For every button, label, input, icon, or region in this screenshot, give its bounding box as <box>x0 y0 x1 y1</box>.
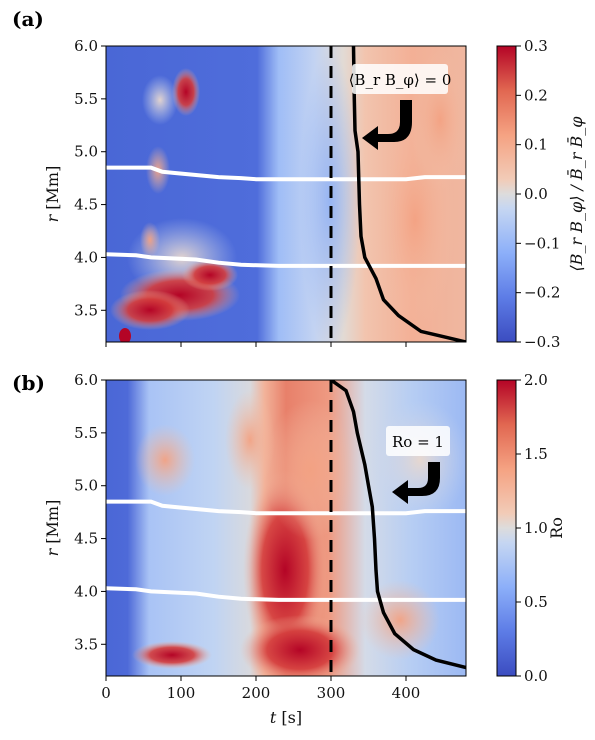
colorbar-label-b: Ro <box>547 517 566 539</box>
annotation-a: ⟨B_r B_φ⟩ = 0 <box>349 71 452 89</box>
contour-line-b <box>329 380 466 670</box>
y-tick-label: 4.0 <box>74 582 98 600</box>
y-tick-label: 4.5 <box>74 530 98 548</box>
white-line-lower-b <box>106 586 466 602</box>
arrow-icon-b <box>392 462 440 504</box>
colorbar-tick-label: 0.3 <box>524 37 548 55</box>
colorbar-tick-label: 0.5 <box>524 593 548 611</box>
colorbar-tick-label: 0.1 <box>524 136 548 154</box>
x-axis-label: t [s] <box>270 708 302 727</box>
y-tick-label: 3.5 <box>74 301 98 319</box>
colorbar-tick-label: 0.0 <box>524 185 548 203</box>
colorbar-a <box>496 45 517 343</box>
y-tick-label: 4.0 <box>74 248 98 266</box>
x-ticks-a <box>105 342 407 347</box>
annotation-box-a <box>352 64 448 94</box>
panel-label-a: (a) <box>12 7 44 31</box>
plot-frame-a <box>105 45 467 343</box>
colorbar-tick-label: −0.2 <box>524 284 560 302</box>
y-tick-label: 6.0 <box>74 371 98 389</box>
annotation-b: Ro = 1 <box>392 433 444 451</box>
colorbar-tick-label: 2.0 <box>524 371 548 389</box>
x-tick-label: 400 <box>392 684 421 702</box>
colorbar-ticks-b: 2.0 1.5 1.0 0.5 0.0 <box>516 371 548 685</box>
white-line-upper-a <box>106 165 466 182</box>
y-tick-label: 3.5 <box>74 635 98 653</box>
x-tick-label: 200 <box>242 684 271 702</box>
colorbar-tick-label: 1.0 <box>524 519 548 537</box>
colorbar-tick-label: 1.5 <box>524 445 548 463</box>
panel-b: 6.05.55.04.54.03.5 0 100 200 300 400 Ro = 1 … <box>12 371 566 727</box>
annotation-box-b <box>386 426 450 456</box>
y-axis-label-b: r[Mm] <box>43 500 62 557</box>
colorbar-tick-label: −0.3 <box>524 333 560 351</box>
y-tick-label: 6.0 <box>74 37 98 55</box>
y-ticks-b: 6.0 5.5 5.0 4.5 4.0 3.5 <box>74 371 106 653</box>
x-tick-label: 300 <box>317 684 346 702</box>
heatmap-b <box>106 380 466 676</box>
white-line-upper-b <box>106 499 466 516</box>
plot-frame-b <box>105 379 467 677</box>
contour-line-a <box>351 46 466 342</box>
y-tick-label: 5.5 <box>74 90 98 108</box>
colorbar-label-a: ⟨B_r B_φ⟩ / B̄_r B̄_φ <box>565 116 586 272</box>
x-tick-label: 0 <box>101 684 111 702</box>
y-axis-label-a: r[Mm] <box>43 166 62 223</box>
colorbar-ticks-a: 0.3 0.2 0.1 0.0 −0.1 −0.2 −0.3 <box>516 37 560 351</box>
y-ticks-a: 6.0 5.5 5.0 4.5 4.0 3.5 <box>74 37 106 319</box>
white-line-lower-a <box>106 252 466 268</box>
colorbar-b <box>496 379 517 677</box>
colorbar-tick-label: 0.0 <box>524 667 548 685</box>
y-tick-label: 4.5 <box>74 196 98 214</box>
y-tick-label: 5.0 <box>74 143 98 161</box>
panel-a: 6.0 5.5 5.0 4.5 4.0 3.5 ⟨B_r B_φ⟩ = 0 (a) r[M… <box>12 7 586 351</box>
x-tick-label: 100 <box>167 684 196 702</box>
x-ticks-b: 0 100 200 300 400 <box>101 676 420 702</box>
panel-label-b: (b) <box>12 371 45 395</box>
arrow-icon-a <box>362 100 412 150</box>
y-tick-label: 5.0 <box>74 477 98 495</box>
colorbar-tick-label: 0.2 <box>524 86 548 104</box>
y-tick-label: 5.5 <box>74 424 98 442</box>
colorbar-tick-label: −0.1 <box>524 234 560 252</box>
